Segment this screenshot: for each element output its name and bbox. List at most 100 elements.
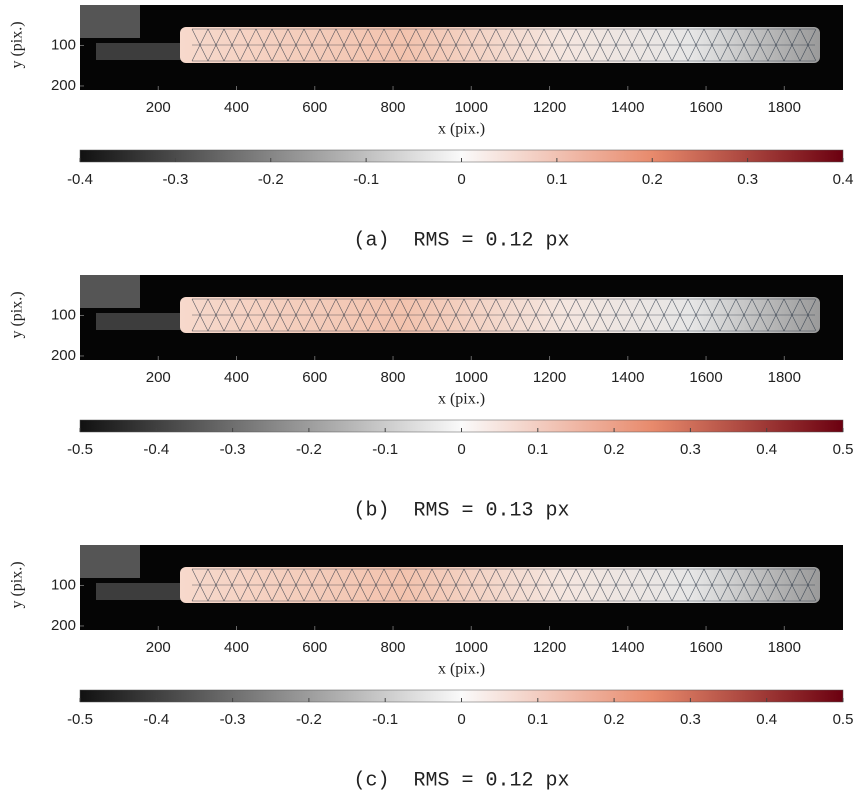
mesh-edge bbox=[767, 568, 777, 586]
mesh-edge bbox=[367, 314, 377, 332]
mesh-edge bbox=[295, 28, 305, 46]
x-tick-label: 200 bbox=[146, 639, 171, 656]
mesh-edge bbox=[335, 314, 345, 332]
mesh-edge bbox=[319, 28, 329, 46]
mesh-edge bbox=[431, 28, 441, 46]
mesh-edge bbox=[511, 314, 521, 332]
x-tick-label: 1600 bbox=[689, 369, 722, 386]
x-tick-label: 1000 bbox=[455, 99, 488, 116]
mesh-edge bbox=[239, 28, 249, 46]
y-tick-label: 200 bbox=[51, 347, 76, 364]
x-tick-label: 1400 bbox=[611, 639, 644, 656]
x-tick-label: 1400 bbox=[611, 99, 644, 116]
mesh-edge bbox=[663, 28, 673, 46]
mesh-edge bbox=[343, 584, 353, 602]
mesh-edge bbox=[191, 568, 201, 586]
mesh-edge bbox=[559, 44, 569, 62]
mesh-edge bbox=[415, 584, 425, 602]
mesh-edge bbox=[367, 298, 377, 316]
mesh-edge bbox=[343, 298, 353, 316]
mesh-edge bbox=[303, 314, 313, 332]
colorbar-tick-label: 0 bbox=[457, 711, 465, 728]
mesh-edge bbox=[343, 44, 353, 62]
mesh-edge bbox=[215, 584, 225, 602]
mesh-edge bbox=[255, 44, 265, 62]
mesh-edge bbox=[431, 314, 441, 332]
mesh-edge bbox=[623, 28, 633, 46]
mesh-edge bbox=[367, 584, 377, 602]
mesh-edge bbox=[695, 44, 705, 62]
mesh-edge bbox=[767, 584, 777, 602]
mesh-edge bbox=[655, 44, 665, 62]
mesh-edge bbox=[487, 44, 497, 62]
mesh-edge bbox=[591, 28, 601, 46]
mesh-edge bbox=[591, 44, 601, 62]
y-tick-label: 100 bbox=[51, 306, 76, 323]
mesh-edge bbox=[559, 28, 569, 46]
mesh-edge bbox=[759, 584, 769, 602]
mesh-edge bbox=[495, 44, 505, 62]
caption: (b) RMS = 0.13 px bbox=[353, 499, 569, 522]
mesh-edge bbox=[359, 568, 369, 586]
mesh-edge bbox=[751, 584, 761, 602]
mesh-edge bbox=[311, 28, 321, 46]
mesh-edge bbox=[775, 298, 785, 316]
mesh-edge bbox=[367, 44, 377, 62]
mesh-edge bbox=[231, 568, 241, 586]
x-tick-label: 400 bbox=[224, 639, 249, 656]
colorbar-tick-label: 0.1 bbox=[527, 711, 548, 728]
mesh-edge bbox=[655, 568, 665, 586]
mesh-edge bbox=[575, 314, 585, 332]
mesh-edge bbox=[575, 568, 585, 586]
mesh-edge bbox=[687, 584, 697, 602]
colorbar-tick-label: -0.3 bbox=[220, 711, 246, 728]
mesh-edge bbox=[263, 298, 273, 316]
colorbar-tick-label: -0.2 bbox=[296, 711, 322, 728]
mesh-edge bbox=[623, 44, 633, 62]
mesh-edge bbox=[319, 44, 329, 62]
mesh-edge bbox=[263, 568, 273, 586]
mesh-edge bbox=[439, 44, 449, 62]
mesh-edge bbox=[335, 44, 345, 62]
mesh-edge bbox=[519, 584, 529, 602]
mesh-edge bbox=[615, 314, 625, 332]
y-axis-label: y (pix.) bbox=[9, 291, 26, 338]
mesh-edge bbox=[615, 44, 625, 62]
mesh-edge bbox=[351, 298, 361, 316]
colorbar-tick-label: 0.4 bbox=[756, 441, 777, 458]
mesh-edge bbox=[463, 584, 473, 602]
mesh-edge bbox=[415, 568, 425, 586]
mesh-edge bbox=[663, 584, 673, 602]
y-axis-label: y (pix.) bbox=[9, 21, 26, 68]
x-axis-label: x (pix.) bbox=[438, 661, 485, 678]
mesh-edge bbox=[335, 568, 345, 586]
mesh-edge bbox=[239, 298, 249, 316]
mesh-edge bbox=[487, 568, 497, 586]
mesh-edge bbox=[751, 568, 761, 586]
y-tick-label: 100 bbox=[51, 576, 76, 593]
mesh-edge bbox=[583, 44, 593, 62]
mesh-edge bbox=[383, 298, 393, 316]
mesh-edge bbox=[527, 28, 537, 46]
mesh-edge bbox=[615, 584, 625, 602]
mesh-edge bbox=[367, 568, 377, 586]
mesh-edge bbox=[799, 584, 809, 602]
mesh-edge bbox=[727, 28, 737, 46]
mesh-edge bbox=[791, 568, 801, 586]
mesh-edge bbox=[559, 298, 569, 316]
mesh-edge bbox=[599, 314, 609, 332]
mesh-edge bbox=[543, 584, 553, 602]
mesh-edge bbox=[391, 44, 401, 62]
mesh-edge bbox=[415, 298, 425, 316]
mesh-edge bbox=[519, 28, 529, 46]
mesh bbox=[191, 568, 817, 602]
mesh-edge bbox=[551, 314, 561, 332]
mesh-edge bbox=[759, 298, 769, 316]
mesh-edge bbox=[543, 44, 553, 62]
mesh-edge bbox=[695, 298, 705, 316]
mesh-edge bbox=[751, 44, 761, 62]
y-tick-label: 100 bbox=[51, 36, 76, 53]
x-tick-label: 1200 bbox=[533, 639, 566, 656]
colorbar-tick-label: 0.3 bbox=[680, 711, 701, 728]
mesh-edge bbox=[447, 28, 457, 46]
